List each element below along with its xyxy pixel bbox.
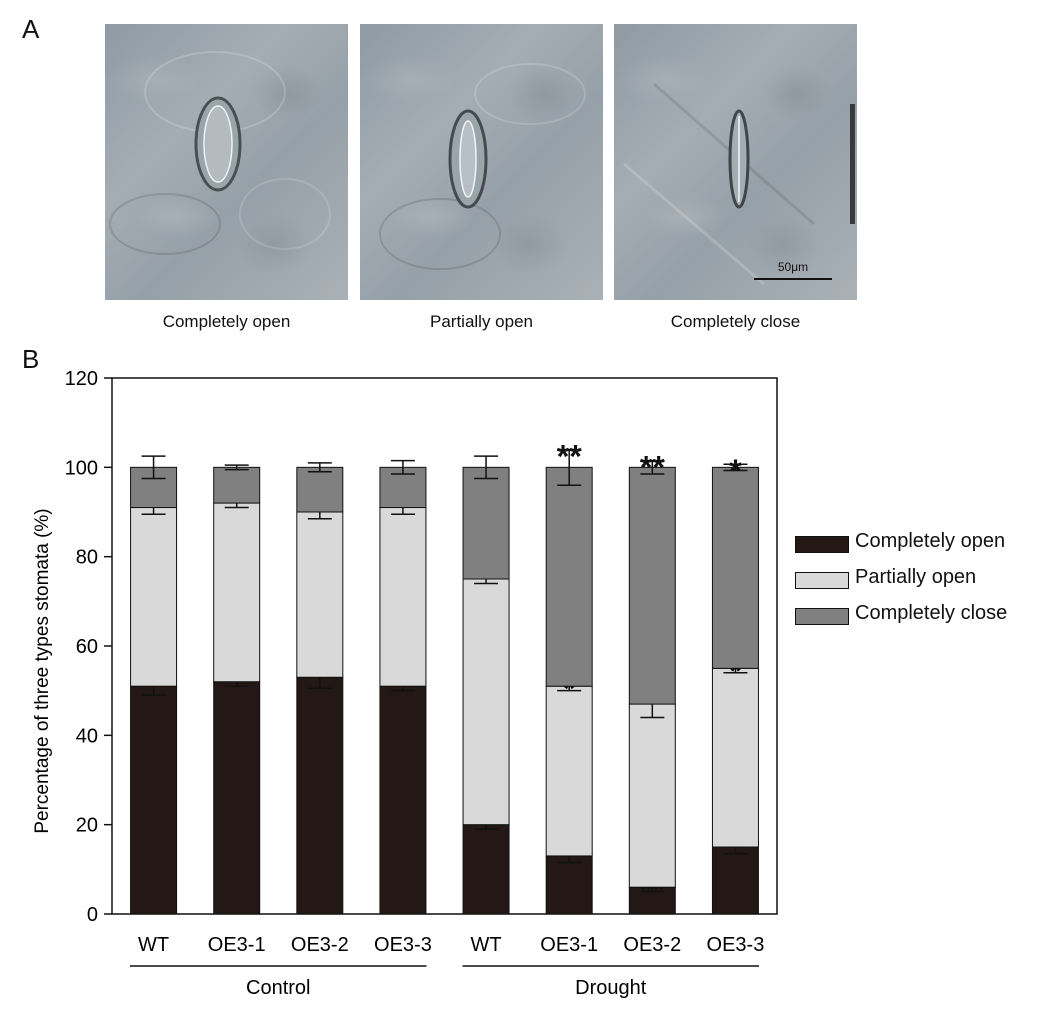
bar-completely-open: [545, 855, 593, 915]
y-tick-label: 20: [76, 815, 98, 837]
significance-marker: **: [640, 450, 665, 486]
micrograph-label-partially-open: Partially open: [429, 312, 533, 331]
bar-completely-close: [628, 466, 676, 705]
bar-completely-open: [296, 676, 344, 915]
scale-bar-label: 50μm: [777, 260, 809, 274]
micrograph-partially-open: [360, 24, 603, 300]
micrograph-label-completely-close: Completely close: [670, 312, 801, 331]
bar-partially-open: [296, 511, 344, 678]
y-tick-label: 40: [76, 725, 98, 747]
y-axis-title: Percentage of three types stomata (%): [32, 508, 53, 833]
bar-completely-open: [213, 681, 261, 915]
micrograph-label-completely-open: Completely open: [162, 312, 291, 331]
bar-completely-close: [462, 466, 510, 580]
bar-partially-open: [628, 703, 676, 888]
x-tick-label: OE3-1: [208, 934, 266, 956]
bar-partially-open: [462, 578, 510, 826]
x-tick-label: WT: [138, 934, 169, 956]
x-tick-label: OE3-2: [623, 934, 681, 956]
significance-marker: *: [729, 453, 742, 489]
scale-bar: [754, 278, 832, 280]
y-tick-label: 80: [76, 547, 98, 569]
bar-completely-close: [545, 466, 593, 687]
bar-completely-open: [379, 685, 427, 915]
bar-partially-open: [379, 507, 427, 687]
bar-partially-open: [545, 685, 593, 857]
bar-completely-open: [462, 824, 510, 915]
legend-label-completely-open: Completely open: [855, 530, 1006, 552]
micrograph-completely-close: [614, 24, 857, 300]
panel-a-letter: A: [22, 14, 40, 44]
y-tick-label: 0: [87, 904, 98, 926]
x-tick-label: OE3-1: [540, 934, 598, 956]
plot-frame: [111, 377, 778, 915]
x-tick-label: OE3-2: [291, 934, 349, 956]
bar-completely-close: [213, 466, 261, 504]
bar-partially-open: [711, 667, 759, 848]
group-label: Control: [246, 977, 310, 999]
panel-b-letter: B: [22, 344, 40, 374]
legend-swatch-completely-close: [795, 608, 849, 625]
bar-completely-close: [711, 466, 759, 669]
legend-label-completely-close: Completely close: [855, 602, 1008, 624]
y-tick-label: 100: [65, 457, 98, 479]
legend-label-partially-open: Partially open: [855, 566, 977, 588]
y-tick-label: 120: [65, 368, 98, 390]
significance-marker: **: [557, 438, 582, 474]
group-label: Drought: [575, 977, 647, 999]
bar-partially-open: [213, 502, 261, 683]
micrograph-completely-open: [105, 24, 348, 300]
x-tick-label: OE3-3: [374, 934, 432, 956]
bar-completely-open: [130, 685, 178, 915]
bar-partially-open: [130, 507, 178, 687]
bar-completely-close: [296, 466, 344, 513]
x-tick-label: OE3-3: [707, 934, 765, 956]
x-tick-label: WT: [471, 934, 502, 956]
legend-swatch-partially-open: [795, 572, 849, 589]
legend-swatch-completely-open: [795, 536, 849, 553]
y-tick-label: 60: [76, 636, 98, 658]
